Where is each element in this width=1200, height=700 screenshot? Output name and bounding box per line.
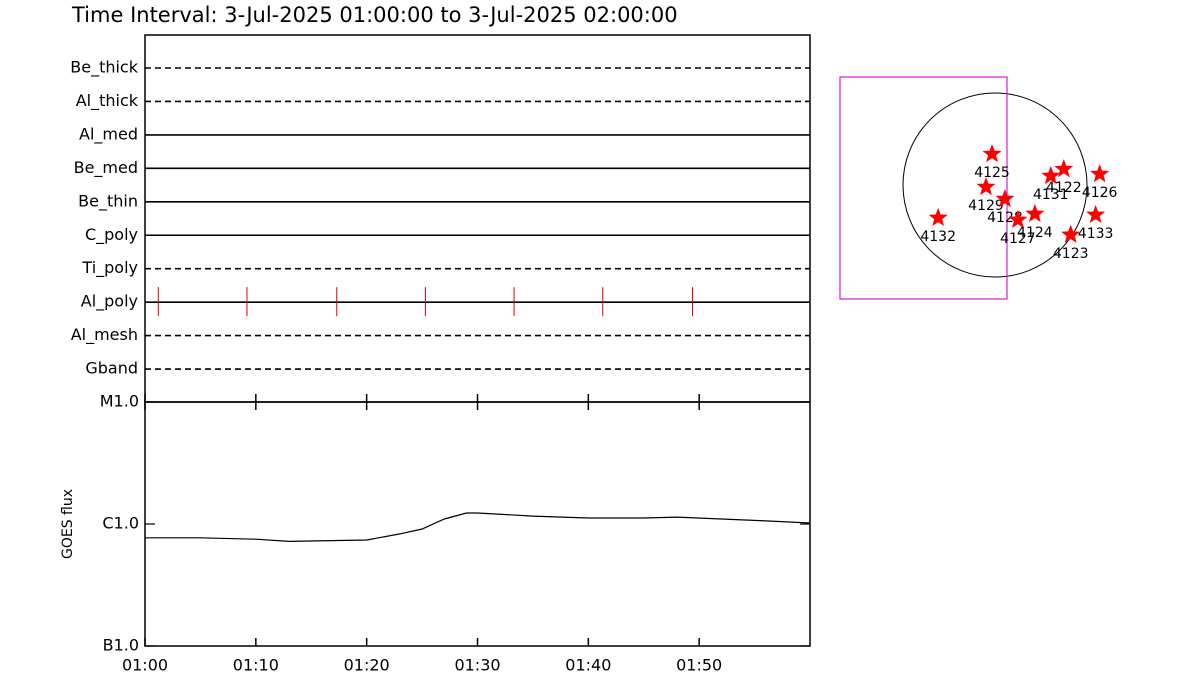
active-region-label: 4129 [968, 198, 1004, 214]
filter-label: Al_poly [81, 292, 138, 312]
y-tick-label: C1.0 [102, 514, 139, 533]
chart-title: Time Interval: 3-Jul-2025 01:00:00 to 3-… [71, 3, 678, 27]
x-tick-label: 01:40 [565, 656, 611, 675]
active-region-label: 4123 [1053, 246, 1089, 262]
x-tick-label: 01:50 [676, 656, 722, 675]
y-tick-label: B1.0 [103, 636, 139, 655]
x-tick-label: 01:10 [233, 656, 279, 675]
solar-limb [902, 92, 1088, 278]
filter-label: Gband [85, 359, 138, 378]
filter-label: Be_med [74, 158, 138, 178]
active-region-label: 4132 [920, 229, 956, 245]
x-tick-label: 01:00 [122, 656, 168, 675]
x-tick-label: 01:20 [344, 656, 390, 675]
active-region [982, 144, 1002, 163]
filter-label: Al_thick [76, 91, 139, 111]
active-region [1041, 166, 1061, 185]
active-region [1054, 159, 1074, 178]
active-region [928, 207, 948, 226]
filter-label: Ti_poly [81, 258, 138, 278]
filter-label: Be_thin [78, 191, 138, 211]
x-tick-label: 01:30 [454, 656, 500, 675]
active-region [995, 189, 1015, 208]
active-region [1086, 204, 1106, 223]
active-region-label: 4122 [1046, 180, 1082, 196]
active-region [976, 177, 996, 196]
active-region [1090, 164, 1110, 183]
goes-flux-line [145, 512, 811, 543]
active-region-label: 4125 [974, 165, 1010, 181]
active-region [1025, 203, 1045, 222]
active-region-label: 4127 [1000, 231, 1036, 247]
filter-label: Al_mesh [71, 325, 138, 345]
filter-label: C_poly [85, 225, 138, 245]
active-region-label: 4126 [1082, 185, 1118, 201]
active-region-label: 4131 [1033, 187, 1069, 203]
y-axis-label: GOES flux [60, 489, 76, 559]
y-tick-label: M1.0 [100, 392, 139, 411]
active-region [1008, 209, 1028, 228]
active-region [1061, 224, 1081, 243]
filter-label: Be_thick [70, 58, 138, 78]
active-region-label: 4133 [1078, 226, 1114, 242]
filter-label: Al_med [79, 124, 138, 144]
timeline-frame [144, 34, 811, 403]
field-of-view [839, 76, 1008, 300]
active-region-label: 4124 [1017, 225, 1053, 241]
goes-frame [144, 401, 811, 647]
